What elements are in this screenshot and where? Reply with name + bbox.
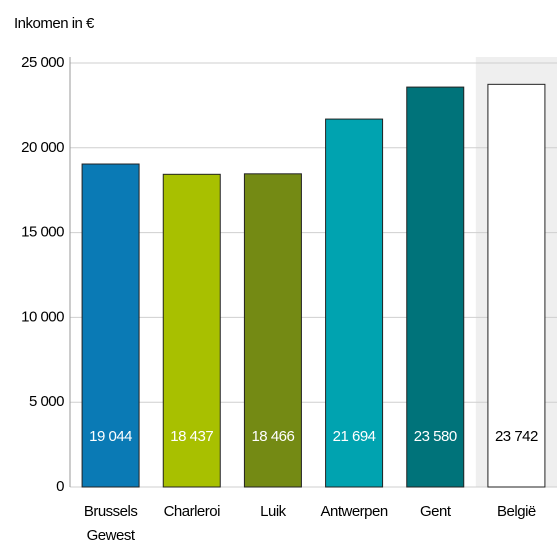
x-tick-label: Antwerpen	[320, 503, 388, 520]
bar	[325, 118, 384, 488]
bar	[406, 86, 465, 488]
y-axis-label: Inkomen in €	[14, 15, 95, 32]
y-tick-label: 25 000	[21, 54, 64, 71]
bar	[487, 83, 546, 488]
y-tick-label: 20 000	[21, 139, 64, 156]
value-label: 19 044	[89, 428, 132, 445]
value-label: 21 694	[333, 428, 376, 445]
y-tick-label: 5 000	[29, 393, 64, 410]
x-tick-label: Gent	[419, 503, 451, 520]
value-label: 18 466	[251, 428, 294, 445]
bar	[81, 163, 140, 488]
y-tick-label: 0	[56, 478, 64, 495]
value-label: 23 742	[495, 428, 538, 445]
y-tick-label: 10 000	[21, 308, 64, 325]
bar	[243, 173, 302, 488]
x-tick-label: Luik	[260, 503, 286, 520]
x-tick-label: Charleroi	[163, 503, 221, 520]
x-tick-label: Brussels Gewest	[83, 503, 138, 544]
bar	[162, 173, 221, 488]
x-tick-label: België	[497, 503, 536, 520]
value-label: 23 580	[414, 428, 457, 445]
value-label: 18 437	[170, 428, 213, 445]
y-tick-label: 15 000	[21, 224, 64, 241]
